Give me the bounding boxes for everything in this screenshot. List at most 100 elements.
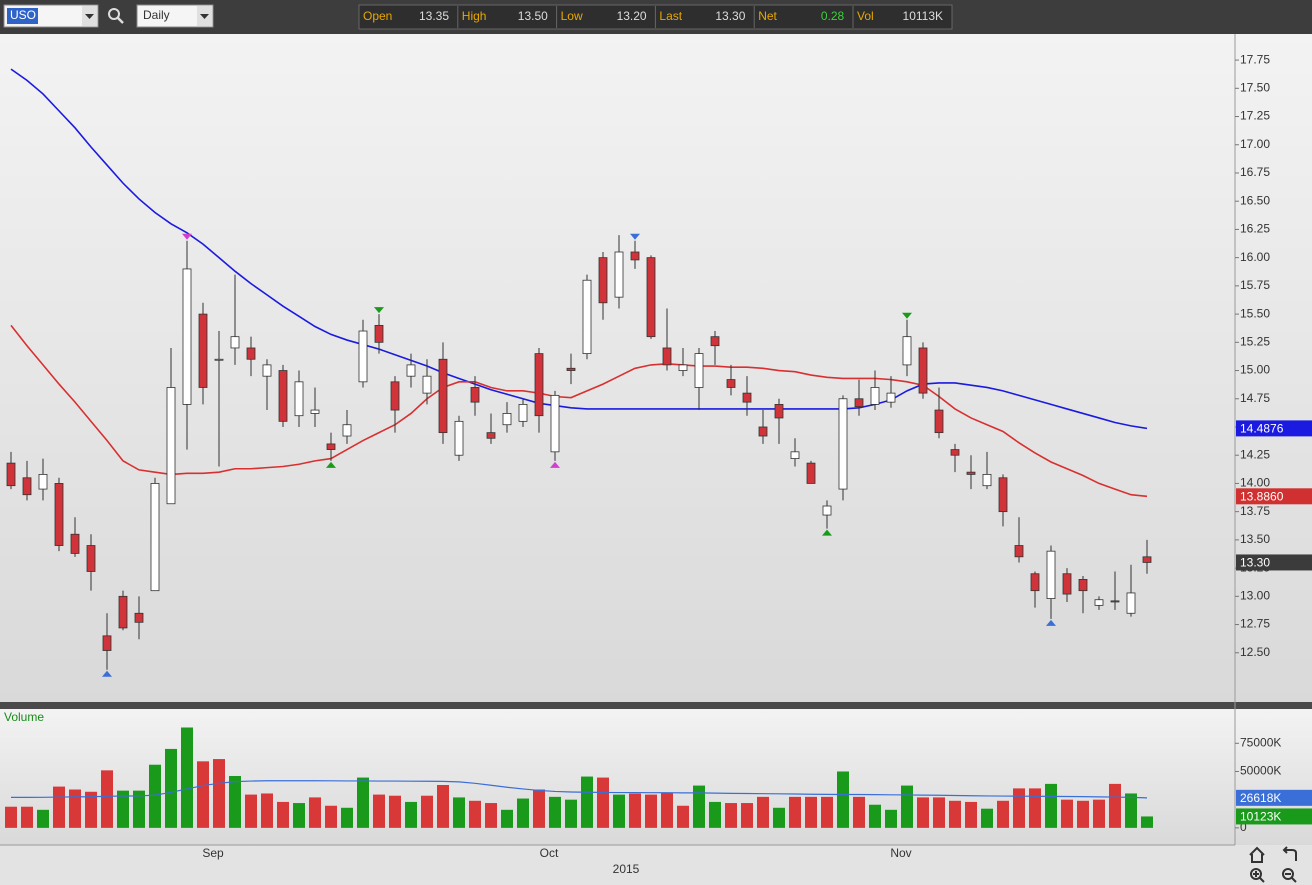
volume-bar (773, 807, 785, 828)
candle-body (390, 381, 400, 411)
candle-body (486, 432, 496, 439)
candle-body (790, 451, 800, 459)
signal-marker (182, 233, 192, 240)
candle-body (566, 367, 576, 371)
candle-body (358, 330, 368, 383)
candle-body (694, 353, 704, 388)
volume-bar (165, 748, 177, 828)
candle-body (454, 420, 464, 456)
volume-bar (837, 771, 849, 828)
undo-icon[interactable] (1282, 846, 1297, 861)
candle-body (518, 404, 528, 422)
volume-bar (469, 800, 481, 828)
volume-bar (1013, 788, 1025, 828)
volume-bar (629, 793, 641, 828)
value-badge-label: 26618K (1240, 791, 1281, 805)
y-tick-label: 12.50 (1240, 645, 1270, 659)
y-tick-label: 14.75 (1240, 391, 1270, 405)
x-year-label: 2015 (613, 862, 640, 876)
signal-marker (326, 461, 336, 468)
y-tick-label: 14.00 (1240, 476, 1270, 490)
candle-body (150, 483, 160, 592)
signal-marker (550, 461, 560, 468)
volume-bar (869, 804, 881, 828)
candle-body (982, 474, 992, 487)
candle-body (1030, 573, 1040, 592)
y-tick-label: 15.25 (1240, 334, 1270, 348)
volume-bar (421, 795, 433, 828)
volume-bar (1125, 793, 1137, 828)
volume-title: Volume (4, 710, 44, 724)
y-tick-label: 16.00 (1240, 250, 1270, 264)
volume-bar (437, 785, 449, 828)
signal-marker (822, 529, 832, 536)
volume-bar (181, 727, 193, 828)
candle-body (246, 347, 256, 360)
search-icon[interactable] (108, 8, 120, 20)
volume-bar (677, 805, 689, 828)
volume-bar (149, 764, 161, 828)
candle-body (1078, 578, 1088, 592)
candle-body (262, 364, 272, 377)
volume-bar (277, 801, 289, 828)
zoom-in-icon[interactable] (1250, 868, 1262, 880)
candle-body (1014, 545, 1024, 558)
x-tick-label: Nov (890, 846, 911, 860)
volume-bar (1077, 800, 1089, 828)
y-tick-label: 17.75 (1240, 52, 1270, 66)
volume-bar (725, 803, 737, 828)
volume-bar (885, 809, 897, 828)
candle-body (710, 336, 720, 347)
candle-body (662, 347, 672, 366)
y-tick-label: 16.50 (1240, 193, 1270, 207)
value-badge (1236, 808, 1312, 825)
quote-label: Last (659, 9, 682, 23)
quote-value: 13.35 (419, 9, 449, 23)
volume-bar (325, 805, 337, 828)
value-badge (1236, 488, 1312, 505)
y-tick-label: 14.25 (1240, 447, 1270, 461)
quote-value: 10113K (903, 9, 943, 23)
volume-bar (741, 803, 753, 828)
candle-body (54, 483, 64, 546)
search-icon-handle (117, 17, 124, 24)
signal-marker (902, 312, 912, 319)
candle-body (38, 474, 48, 490)
volume-bar (693, 785, 705, 828)
period-select[interactable] (136, 4, 214, 28)
value-badge-label: 10123K (1240, 810, 1281, 824)
volume-bar (309, 797, 321, 828)
x-axis-area (0, 845, 1312, 885)
volume-bar (5, 806, 17, 828)
candle-body (934, 409, 944, 434)
volume-bar (821, 796, 833, 828)
home-icon[interactable] (1249, 846, 1265, 863)
volume-bar (1141, 816, 1153, 828)
candle-body (966, 471, 976, 475)
candle-body (950, 449, 960, 456)
volume-bar (69, 789, 81, 828)
moving-average-line (10, 68, 1148, 430)
candle-body (198, 313, 208, 388)
candle-body (1142, 556, 1152, 563)
candle-body (902, 336, 912, 366)
volume-bar (805, 796, 817, 828)
y-tick-label: 13.00 (1240, 589, 1270, 603)
volume-bar (341, 807, 353, 828)
period-text: Daily (143, 8, 170, 22)
quote-value: 13.30 (715, 9, 745, 23)
candle-body (118, 595, 128, 629)
volume-bar (229, 775, 241, 828)
volume-bar (789, 796, 801, 828)
volume-bar (213, 759, 225, 828)
signal-marker (102, 670, 112, 677)
volume-bar (37, 809, 49, 828)
volume-bar (485, 803, 497, 828)
zoom-out-icon[interactable] (1282, 868, 1294, 880)
volume-bar (949, 800, 961, 828)
y-tick-label: 16.75 (1240, 165, 1270, 179)
volume-bar (133, 790, 145, 828)
value-badge-label: 13.30 (1240, 556, 1270, 570)
value-badge-label: 13.8860 (1240, 489, 1284, 503)
